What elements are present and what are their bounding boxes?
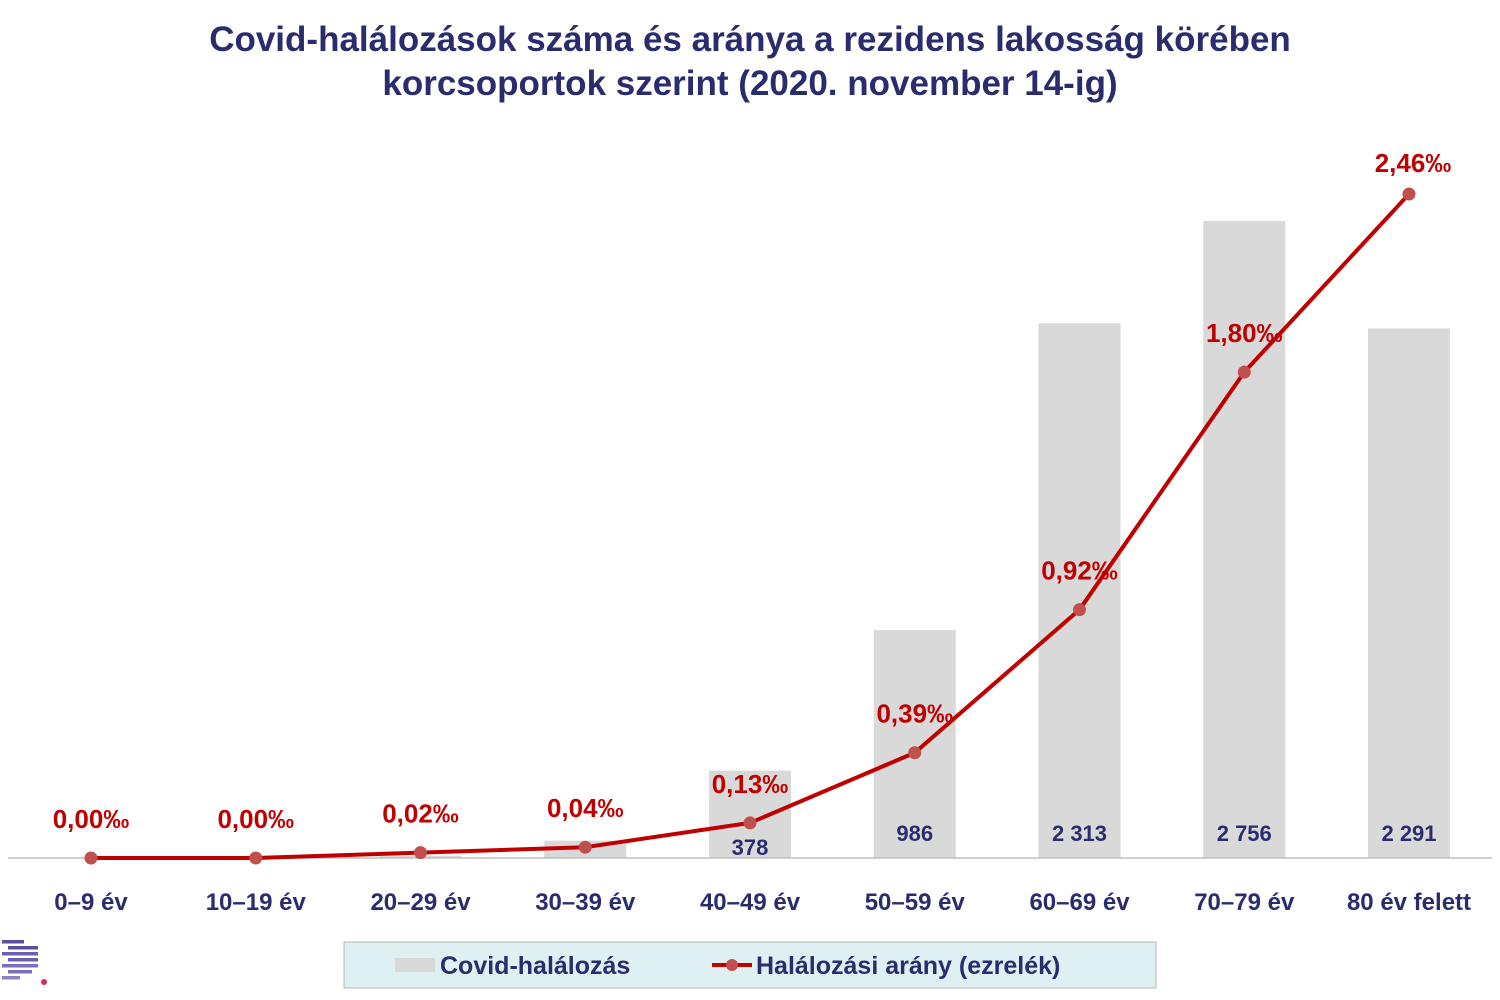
bar-value-label-5: 986	[896, 821, 933, 846]
rate-value-label-7: 1,80‰	[1206, 318, 1283, 348]
rate-marker-1	[249, 851, 263, 865]
x-tick-label-4: 40–49 év	[700, 889, 801, 916]
bar-5	[873, 630, 956, 858]
line-value-labels: 0,00‰ 0,00‰ 0,02‰ 0,04‰ 0,13‰ 0,39‰ 0,92‰ 1,80‰…	[53, 148, 1452, 834]
rate-value-label-8: 2,46‰	[1375, 148, 1452, 178]
x-axis-ticks: 0–9 év 10–19 év 20–29 év 30–39 év 40–49 év 50…	[54, 889, 1471, 916]
x-tick-label-3: 30–39 év	[535, 889, 636, 916]
x-tick-label-6: 60–69 év	[1029, 889, 1130, 916]
rate-marker-0	[84, 851, 98, 865]
rate-value-label-0: 0,00‰	[53, 804, 130, 834]
legend: Covid-halálozás Halálozási arány (ezrelé…	[343, 941, 1157, 989]
rate-value-label-1: 0,00‰	[217, 804, 294, 834]
bar-series	[214, 221, 1450, 859]
bar-value-label-7: 2 756	[1217, 821, 1272, 846]
rate-value-label-2: 0,02‰	[382, 799, 459, 829]
rate-marker-6	[1073, 603, 1086, 617]
x-tick-label-2: 20–29 év	[370, 889, 471, 916]
bar-value-label-6: 2 313	[1052, 821, 1107, 846]
rate-marker-8	[1402, 187, 1416, 201]
bar-8	[1368, 328, 1450, 858]
legend-bar-label: Covid-halálozás	[440, 952, 630, 980]
bar-value-labels: 378 986 2 313 2 756 2 291	[732, 821, 1437, 860]
line-series	[84, 187, 1416, 865]
bar-value-label-4: 378	[732, 835, 769, 860]
institution-logo	[2, 940, 47, 985]
legend-line-marker	[726, 959, 738, 971]
bar-6	[1038, 323, 1121, 859]
x-tick-label-0: 0–9 év	[54, 889, 128, 916]
chart-title: Covid-halálozások száma és aránya a rezi…	[0, 18, 1500, 106]
bar-7	[1203, 221, 1286, 858]
x-tick-label-8: 80 év felett	[1347, 889, 1471, 916]
rate-marker-2	[414, 846, 427, 860]
rate-value-label-6: 0,92‰	[1041, 556, 1118, 586]
rate-value-label-4: 0,13‰	[712, 769, 789, 799]
rate-value-label-5: 0,39‰	[876, 699, 953, 729]
rate-marker-5	[908, 746, 922, 760]
rate-marker-4	[743, 816, 757, 830]
chart-title-line-2: korcsoportok szerint (2020. november 14-…	[382, 64, 1118, 103]
x-tick-label-1: 10–19 év	[206, 889, 307, 916]
legend-bar-swatch	[395, 958, 435, 972]
bar-4	[709, 770, 791, 858]
chart-title-line-1: Covid-halálozások száma és aránya a rezi…	[209, 20, 1291, 59]
x-tick-label-5: 50–59 év	[865, 889, 966, 916]
x-tick-label-7: 70–79 év	[1194, 889, 1295, 916]
rate-marker-7	[1237, 365, 1251, 379]
rate-marker-3	[578, 840, 592, 854]
rate-value-label-3: 0,04‰	[547, 793, 624, 823]
bar-value-label-8: 2 291	[1381, 821, 1436, 846]
legend-line-label: Halálozási arány (ezrelék)	[756, 952, 1060, 980]
